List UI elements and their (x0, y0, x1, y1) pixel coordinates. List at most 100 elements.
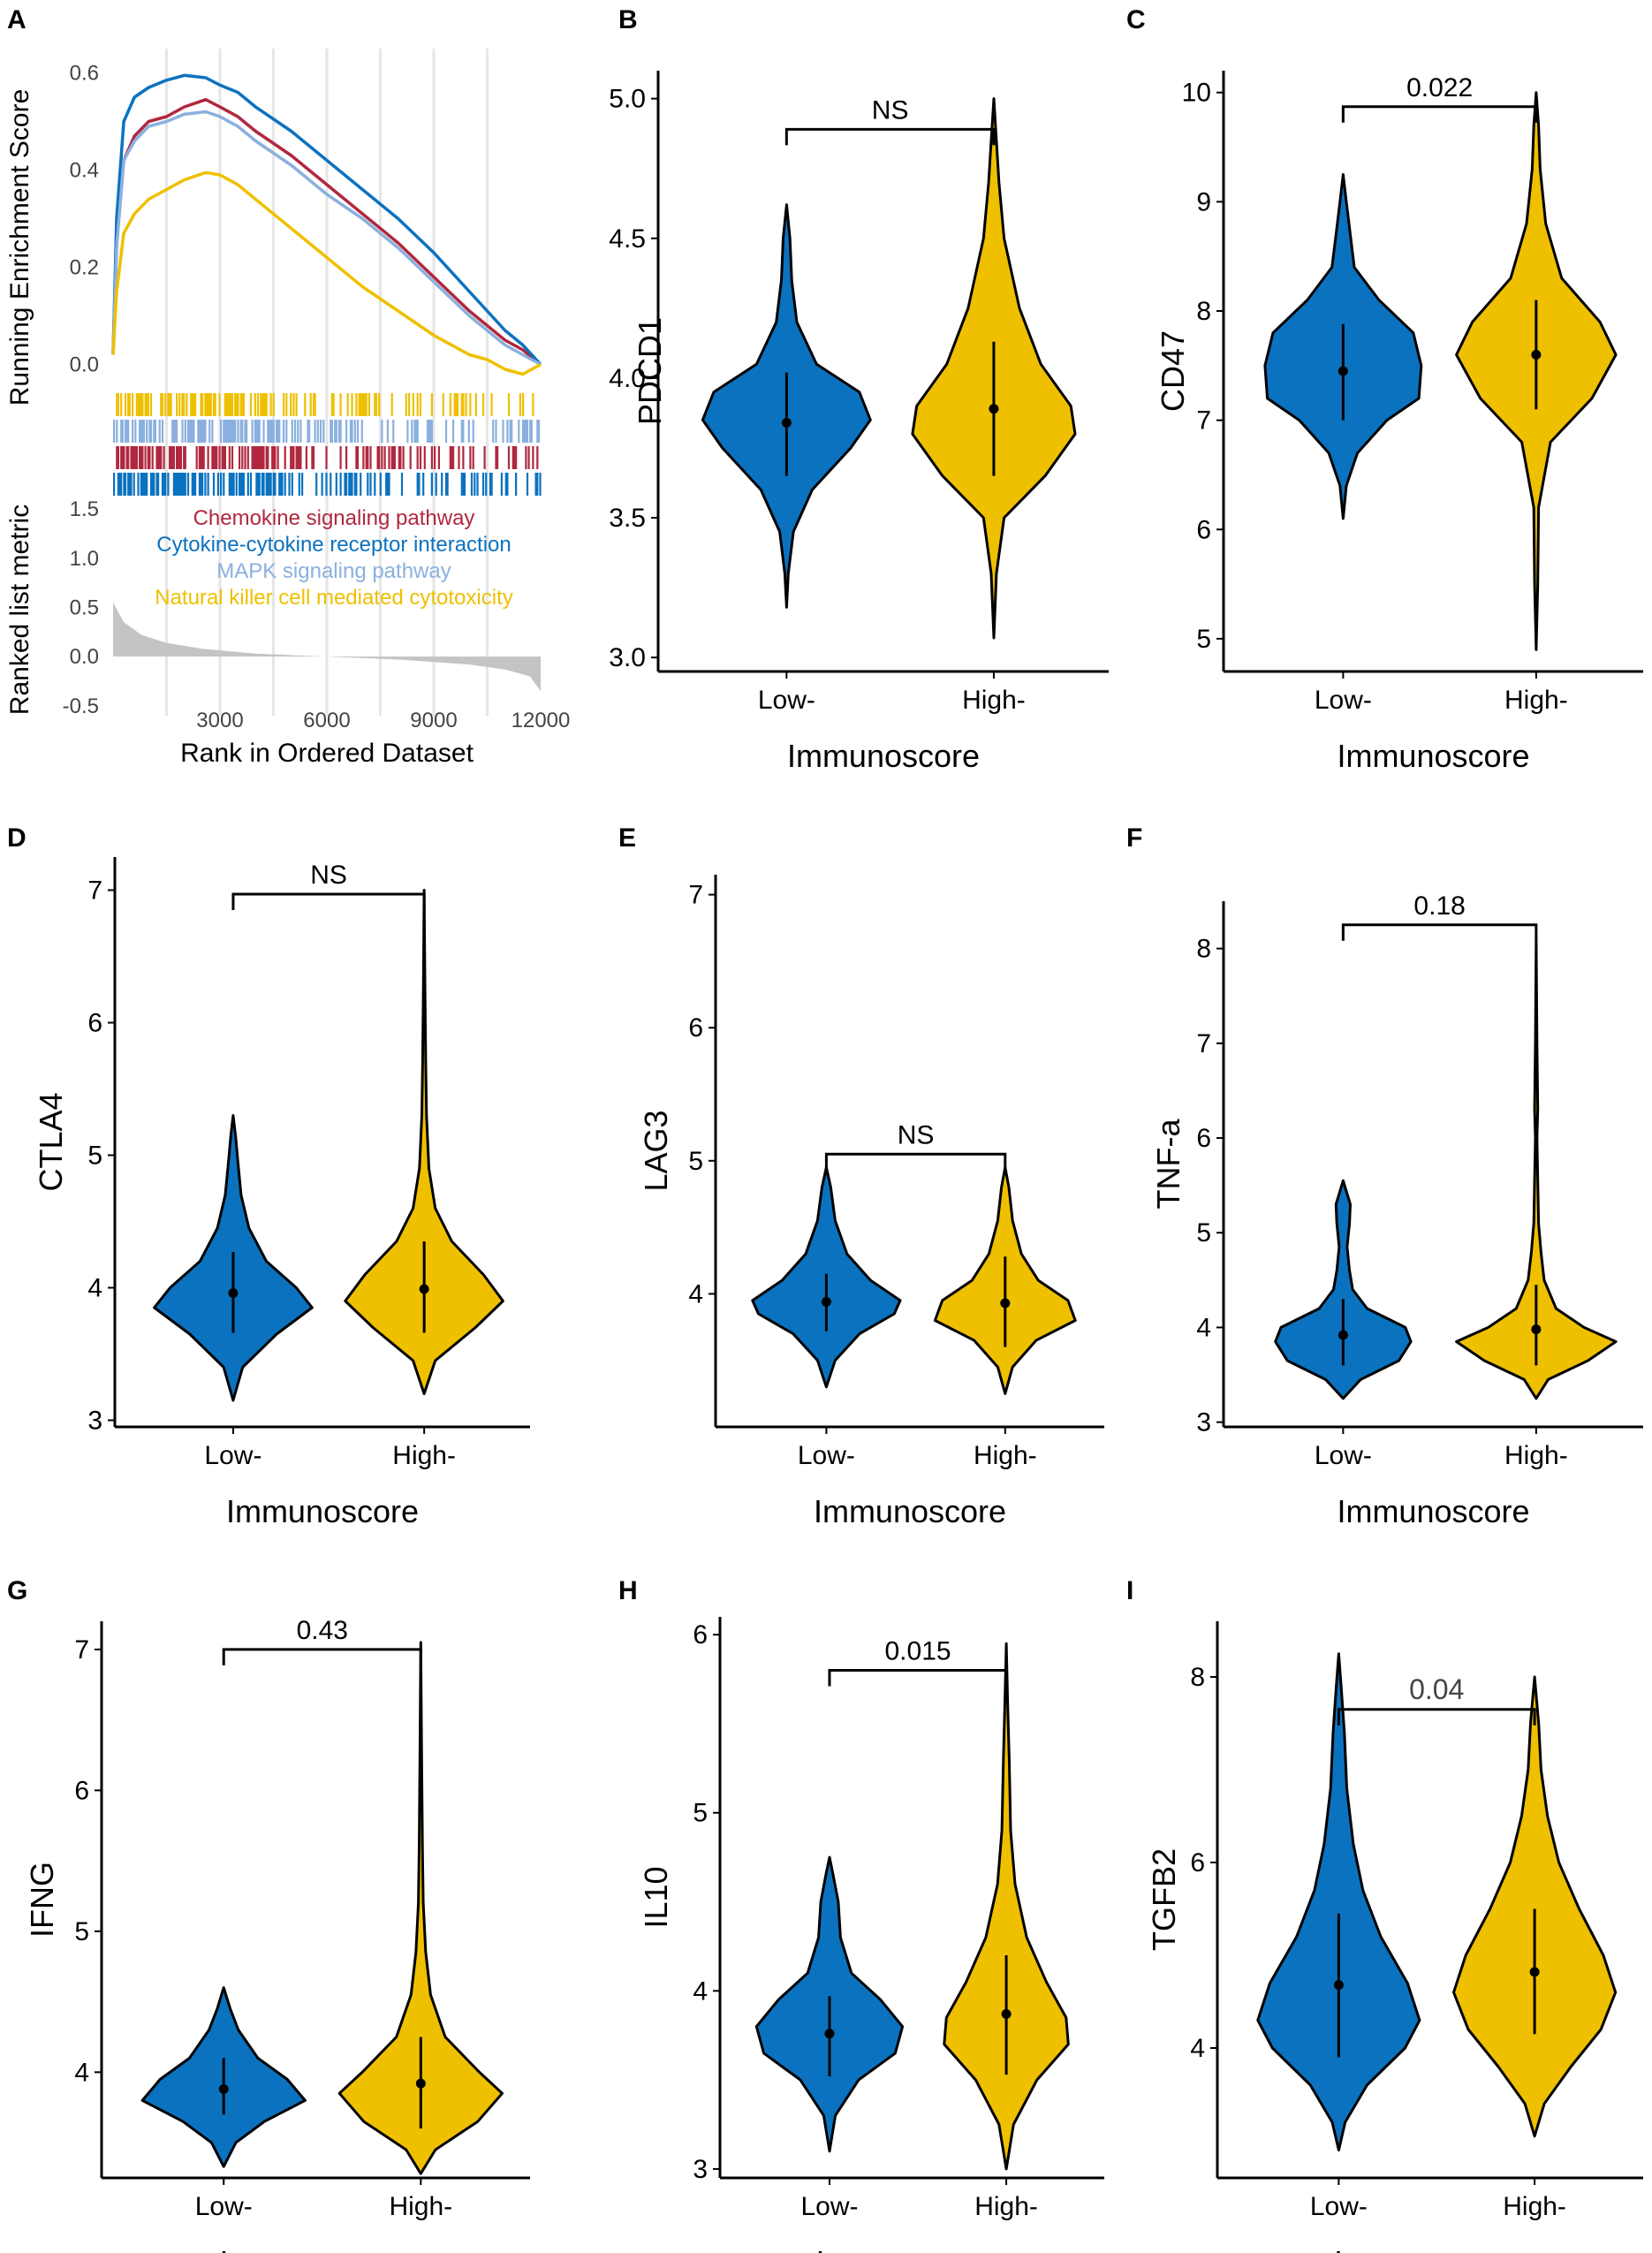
y-tick-label: 3.0 (609, 643, 646, 672)
hit-mark (220, 420, 223, 443)
hit-mark (386, 473, 389, 496)
hit-mark (298, 446, 300, 469)
hit-mark (262, 393, 265, 416)
hit-mark (308, 420, 311, 443)
hit-mark (430, 420, 433, 443)
legend-entry: Chemokine signaling pathway (193, 506, 475, 530)
y-tick-label: 3 (693, 2155, 708, 2184)
hit-mark (442, 393, 444, 416)
significance-bracket (828, 1668, 1008, 1687)
hit-mark (144, 473, 147, 496)
hit-mark (208, 393, 211, 416)
hit-mark (268, 420, 271, 443)
y-tick-label: 5 (1196, 1218, 1211, 1248)
hit-mark (319, 420, 322, 443)
x-tick-label: High- (1504, 686, 1568, 715)
hit-mark (157, 473, 160, 496)
hit-mark (261, 473, 263, 496)
hit-mark (345, 446, 348, 469)
hit-mark (128, 473, 131, 496)
y-axis-title: IL10 (638, 1866, 674, 1928)
hit-mark (291, 446, 293, 469)
hit-mark (274, 446, 277, 469)
hit-mark (334, 420, 337, 443)
hit-mark (422, 473, 425, 496)
hit-mark (325, 446, 328, 469)
hit-mark (297, 420, 299, 443)
hit-mark (261, 393, 263, 416)
hit-mark (239, 473, 241, 496)
hit-mark (536, 446, 539, 469)
median-point (989, 404, 999, 414)
x-tick-label: High- (392, 1441, 456, 1470)
hit-mark (190, 393, 193, 416)
y-tick-label: 4 (74, 2058, 89, 2087)
hit-mark (388, 446, 390, 469)
hit-mark (314, 420, 316, 443)
hit-mark (146, 473, 148, 496)
hit-mark (416, 446, 419, 469)
hit-mark (386, 420, 389, 443)
hit-mark (430, 446, 433, 469)
hit-mark (455, 393, 458, 416)
hit-strip-2 (113, 473, 542, 496)
significance-bracket (222, 1648, 422, 1665)
hit-mark (381, 446, 383, 469)
hit-mark (204, 393, 207, 416)
hit-mark (416, 420, 419, 443)
significance-bracket (1341, 923, 1538, 941)
panel-letter-f: F (1126, 823, 1142, 853)
hit-mark (513, 446, 516, 469)
hit-mark (291, 420, 293, 443)
y-tick-label: 6 (87, 1009, 102, 1038)
p-value-annotation: NS (872, 95, 909, 125)
hit-mark (255, 420, 258, 443)
hit-mark (120, 420, 123, 443)
x-tick-label: 3000 (196, 709, 243, 732)
hit-mark (116, 393, 118, 416)
hit-mark (297, 446, 299, 469)
hit-mark (536, 420, 539, 443)
hit-mark (191, 473, 193, 496)
hit-mark (132, 446, 134, 469)
hit-mark (223, 420, 225, 443)
hit-mark (139, 393, 141, 416)
hit-mark (281, 473, 284, 496)
hit-mark (452, 446, 455, 469)
hit-mark (123, 473, 125, 496)
hit-mark (492, 420, 495, 443)
hit-mark (411, 420, 413, 443)
hit-mark (456, 393, 458, 416)
hit-mark (164, 473, 167, 496)
hit-mark (419, 446, 422, 469)
hit-mark (295, 446, 298, 469)
hit-mark (198, 473, 201, 496)
hit-mark (216, 473, 219, 496)
hit-mark (337, 420, 341, 443)
median-point (1338, 1330, 1348, 1340)
hit-mark (258, 420, 261, 443)
hit-mark (518, 420, 520, 443)
hit-mark (415, 420, 418, 443)
hit-mark (502, 420, 504, 443)
hit-mark (264, 393, 267, 416)
hit-mark (235, 393, 238, 416)
x-axis-title: Immunoscore (815, 2244, 1008, 2253)
hit-mark (193, 473, 195, 496)
metric-tick-label: -0.5 (63, 694, 99, 718)
hit-mark (216, 446, 218, 469)
hit-mark (393, 446, 396, 469)
hit-mark (298, 473, 300, 496)
hit-mark (339, 446, 342, 469)
hit-mark (179, 473, 182, 496)
hit-mark (460, 393, 463, 416)
hit-mark (426, 420, 429, 443)
hit-mark (134, 420, 137, 443)
hit-mark (254, 393, 256, 416)
hit-mark (495, 446, 497, 469)
hit-mark (312, 393, 315, 416)
hit-mark (390, 446, 393, 469)
es-curve-1 (111, 97, 542, 366)
hit-mark (453, 393, 456, 416)
hit-mark (278, 473, 281, 496)
